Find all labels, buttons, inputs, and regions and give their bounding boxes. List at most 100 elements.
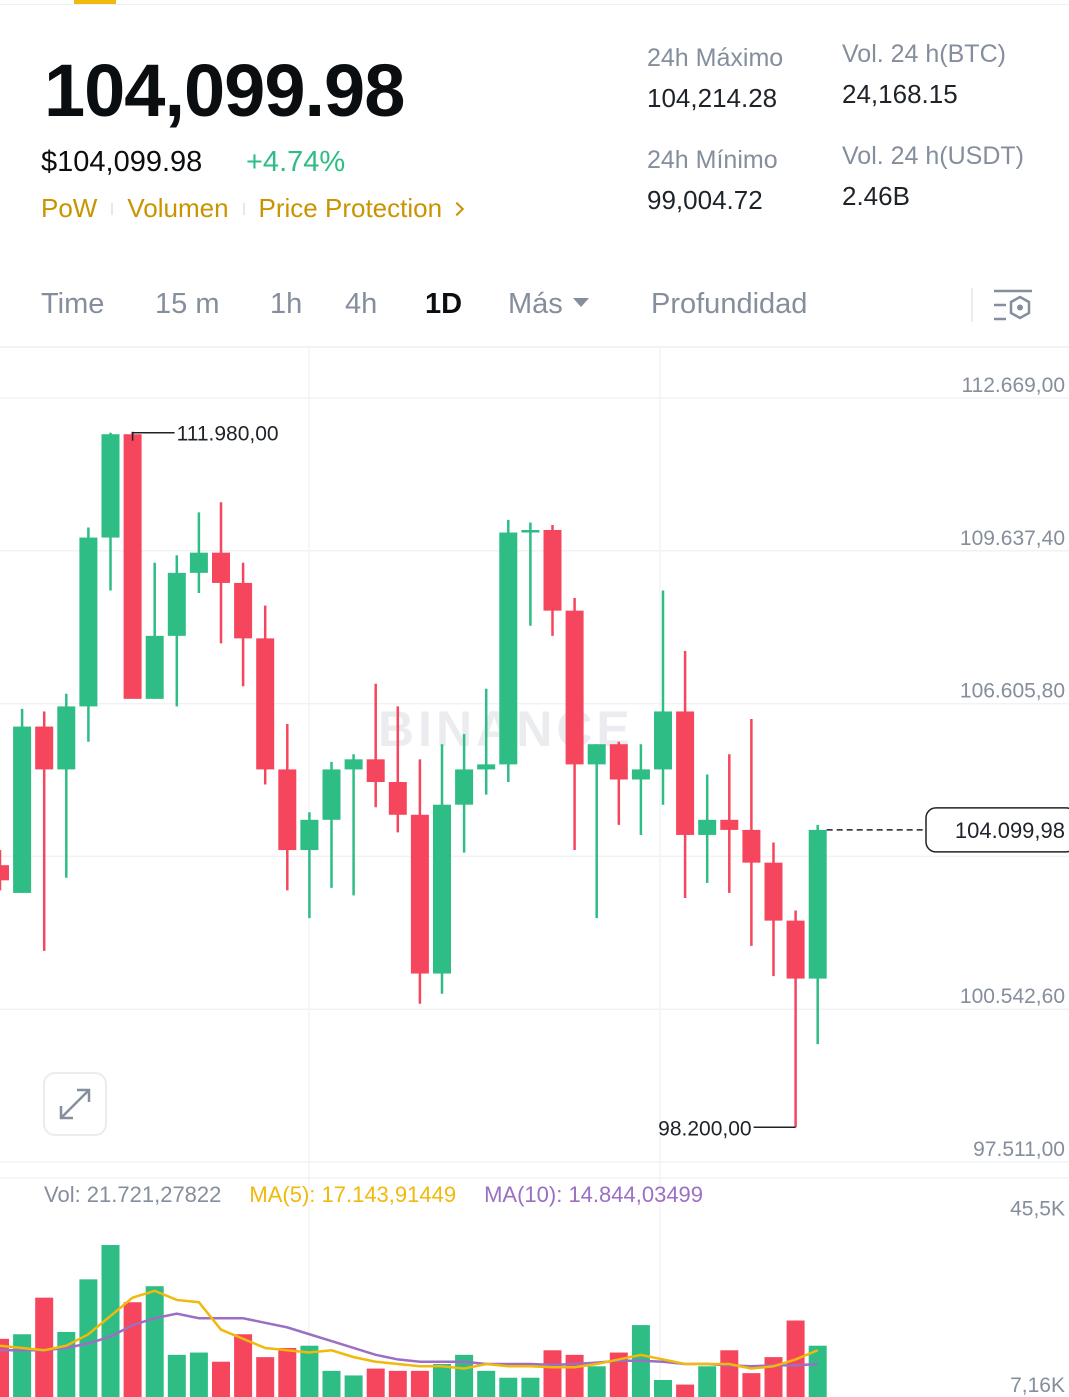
candle-body bbox=[742, 829, 761, 863]
price-axis-label: 106.605,80 bbox=[960, 680, 1065, 703]
stat-label: Vol. 24 h(USDT) bbox=[842, 142, 1025, 170]
candle bbox=[477, 688, 496, 795]
volume-bar bbox=[698, 1366, 717, 1397]
candle-body bbox=[256, 638, 275, 770]
candle-body bbox=[278, 769, 297, 851]
candle-body bbox=[366, 759, 385, 783]
volume-bar bbox=[676, 1384, 695, 1397]
tab-1d[interactable]: 1D bbox=[425, 288, 463, 320]
volume-bar bbox=[366, 1368, 385, 1397]
candle bbox=[410, 759, 429, 1004]
candle-body bbox=[565, 610, 584, 765]
volume-bar bbox=[35, 1297, 54, 1397]
tag-separator bbox=[242, 202, 245, 215]
candle bbox=[101, 432, 120, 591]
tag-price-protection[interactable]: Price Protection bbox=[258, 193, 443, 223]
caret-down-icon bbox=[572, 297, 589, 307]
stat-label: 24h Mínimo bbox=[647, 146, 778, 174]
volume-bar bbox=[0, 1338, 9, 1397]
tabs-divider bbox=[0, 346, 1069, 348]
candle bbox=[742, 719, 761, 946]
candle bbox=[543, 524, 562, 636]
volume-bar bbox=[587, 1366, 606, 1397]
candle bbox=[455, 734, 474, 853]
volume-bar bbox=[123, 1302, 142, 1397]
tag-volumen[interactable]: Volumen bbox=[127, 193, 229, 223]
candlestick-chart[interactable]: 112.669,00 109.637,40 106.605,80 100.542,60… bbox=[0, 348, 1069, 1397]
candle bbox=[167, 555, 186, 707]
candle bbox=[234, 562, 253, 687]
candle-body bbox=[388, 782, 407, 815]
stat-label: 24h Máximo bbox=[647, 44, 784, 72]
last-price: 104,099.98 bbox=[44, 49, 405, 132]
tab-more[interactable]: Más bbox=[508, 288, 589, 321]
tag-pow[interactable]: PoW bbox=[41, 193, 98, 223]
candle bbox=[189, 512, 208, 594]
candle-body bbox=[499, 532, 518, 765]
max-price-label: 111.980,00 bbox=[177, 423, 279, 446]
ma10-line bbox=[0, 1312, 818, 1368]
volume-axis-label: 45,5K bbox=[1010, 1198, 1065, 1221]
candle-body bbox=[123, 434, 142, 699]
fullscreen-button[interactable] bbox=[43, 1072, 107, 1136]
tab-time[interactable]: Time bbox=[41, 288, 105, 320]
candle bbox=[764, 842, 783, 977]
candle-body bbox=[167, 572, 186, 636]
price-axis-label: 109.637,40 bbox=[960, 527, 1065, 550]
tab-4h[interactable]: 4h bbox=[345, 288, 378, 320]
candle bbox=[212, 502, 230, 644]
tab-15m[interactable]: 15 m bbox=[155, 288, 220, 320]
chevron-right-icon[interactable] bbox=[449, 201, 465, 216]
candle bbox=[79, 527, 98, 742]
candle bbox=[565, 598, 584, 851]
chart-grid bbox=[0, 348, 1069, 1397]
volume-bars bbox=[0, 1245, 827, 1397]
candle bbox=[278, 724, 297, 891]
price-axis: 112.669,00 109.637,40 106.605,80 100.542,60… bbox=[960, 374, 1065, 1397]
candle-body bbox=[764, 862, 783, 921]
price-axis-label: 100.542,60 bbox=[960, 985, 1065, 1008]
volume-bar bbox=[654, 1380, 672, 1397]
candle-body bbox=[0, 865, 9, 881]
candle bbox=[631, 744, 650, 835]
candle-body bbox=[676, 711, 695, 835]
candle bbox=[808, 824, 827, 1045]
stat-24h-low: 24h Mínimo 99,004.72 bbox=[647, 146, 778, 216]
candle-body bbox=[720, 819, 739, 830]
candle bbox=[720, 754, 739, 893]
volume-bar bbox=[410, 1370, 429, 1397]
candle-body bbox=[57, 706, 76, 770]
volume-bar bbox=[13, 1334, 32, 1397]
volume-value: Vol: 21.721,27822 bbox=[44, 1182, 222, 1207]
candle bbox=[366, 683, 385, 808]
current-price-label: 104.099,98 bbox=[955, 818, 1065, 843]
candle-body bbox=[455, 769, 474, 805]
min-price-label: 98.200,00 bbox=[658, 1117, 751, 1140]
candle-body bbox=[13, 726, 32, 893]
candle bbox=[609, 741, 628, 825]
candle bbox=[786, 910, 805, 1128]
volume-bar bbox=[609, 1352, 628, 1397]
candle-body bbox=[609, 744, 628, 780]
stat-value: 104,214.28 bbox=[647, 83, 778, 113]
stat-24h-vol-btc: Vol. 24 h(BTC) 24,168.15 bbox=[842, 40, 1006, 110]
tab-1h[interactable]: 1h bbox=[270, 288, 303, 320]
tab-depth[interactable]: Profundidad bbox=[651, 288, 808, 320]
chart-settings-icon[interactable] bbox=[992, 286, 1034, 324]
top-tab-indicator bbox=[74, 0, 116, 4]
candle bbox=[344, 754, 363, 896]
ma5-line bbox=[0, 1289, 819, 1370]
candle-body bbox=[101, 434, 120, 538]
candle-body bbox=[344, 759, 363, 770]
candle-body bbox=[212, 552, 230, 583]
candle-body bbox=[698, 819, 717, 835]
candle bbox=[587, 744, 606, 919]
candle bbox=[13, 708, 32, 893]
candles bbox=[0, 431, 827, 1128]
candle bbox=[433, 744, 451, 994]
candle-body bbox=[477, 764, 496, 770]
stat-24h-vol-usdt: Vol. 24 h(USDT) 2.46B bbox=[842, 142, 1024, 212]
price-axis-label: 97.511,00 bbox=[973, 1138, 1065, 1161]
price-axis-label: 112.669,00 bbox=[961, 374, 1065, 397]
candle bbox=[0, 850, 9, 891]
